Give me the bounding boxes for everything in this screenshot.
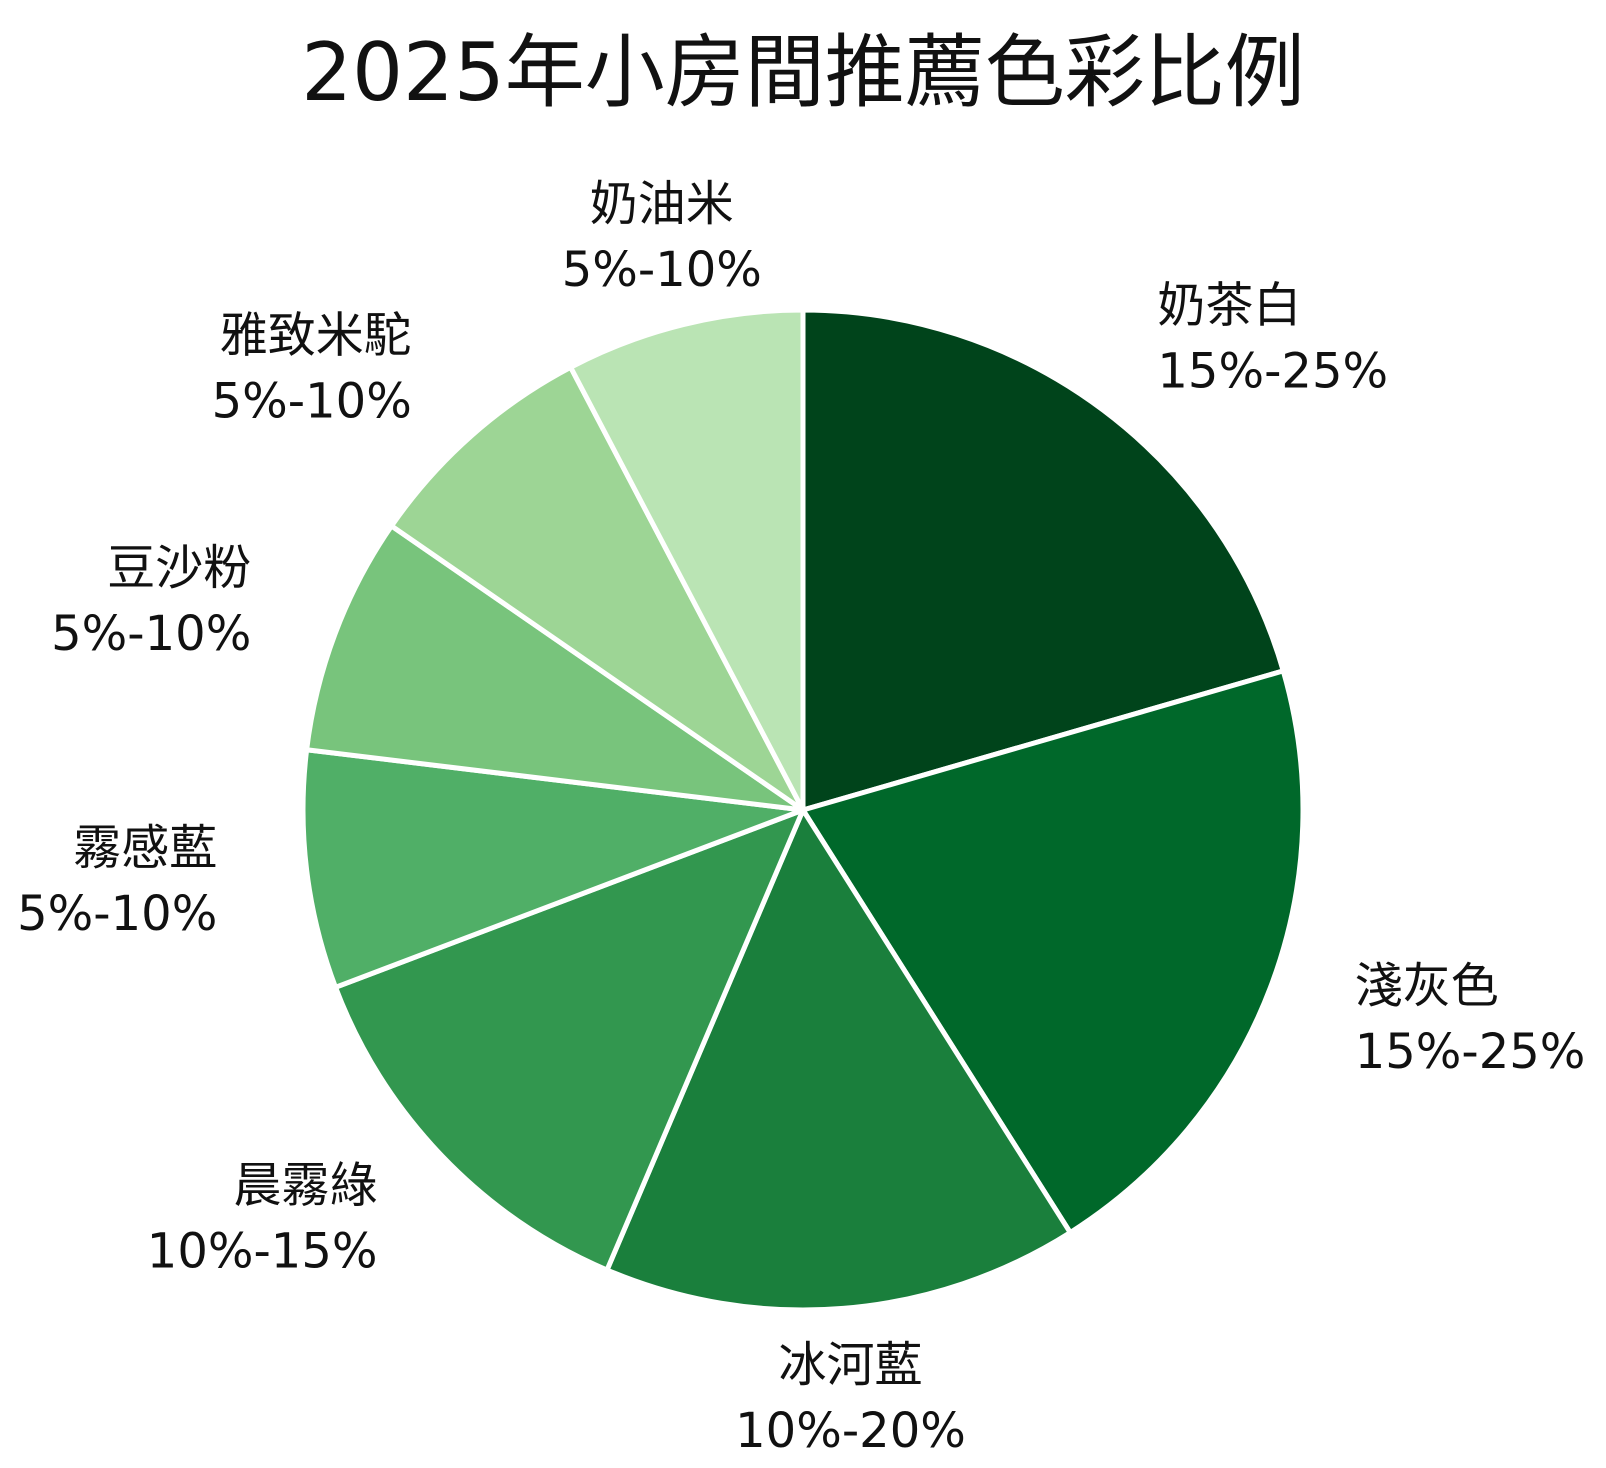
slice-label-range-6: 5%-10%	[51, 606, 251, 662]
slice-label-range-3: 10%-20%	[735, 1403, 966, 1459]
pie-slice-8	[568, 307, 806, 813]
slice-label-range-7: 5%-10%	[212, 373, 412, 429]
slice-label-name-2: 淺灰色	[1355, 958, 1499, 1014]
pie-slice-7	[389, 364, 806, 813]
pie-slices	[300, 307, 1306, 1313]
slice-label-name-7: 雅致米駝	[220, 307, 412, 363]
slice-label-name-3: 冰河藍	[778, 1337, 922, 1393]
slice-label-range-1: 15%-25%	[1157, 343, 1388, 399]
pie-slice-3	[604, 807, 1073, 1313]
slice-label-range-2: 15%-25%	[1355, 1024, 1586, 1080]
slice-label-range-4: 10%-15%	[147, 1224, 378, 1280]
slice-label-name-5: 霧感藍	[73, 820, 217, 876]
pie-slice-1	[800, 307, 1286, 813]
slice-label-name-1: 奶茶白	[1157, 277, 1301, 333]
slice-label-range-5: 5%-10%	[17, 886, 217, 942]
pie-slice-5	[300, 747, 806, 990]
slice-label-name-6: 豆沙粉	[107, 540, 251, 596]
slice-label-name-8: 奶油米	[590, 176, 734, 232]
pie-slice-4	[332, 807, 806, 1273]
slice-label-name-4: 晨霧綠	[233, 1158, 377, 1214]
pie-slice-2	[800, 668, 1306, 1236]
pie-labels: 奶茶白 15%-25% 淺灰色 15%-25% 冰河藍 10%-20% 晨霧綠 10%-15%…	[17, 176, 1585, 1459]
slice-label-range-8: 5%-10%	[562, 242, 762, 298]
pie-slice-6	[304, 523, 806, 813]
chart-title: 2025年小房間推薦色彩比例	[301, 26, 1305, 119]
